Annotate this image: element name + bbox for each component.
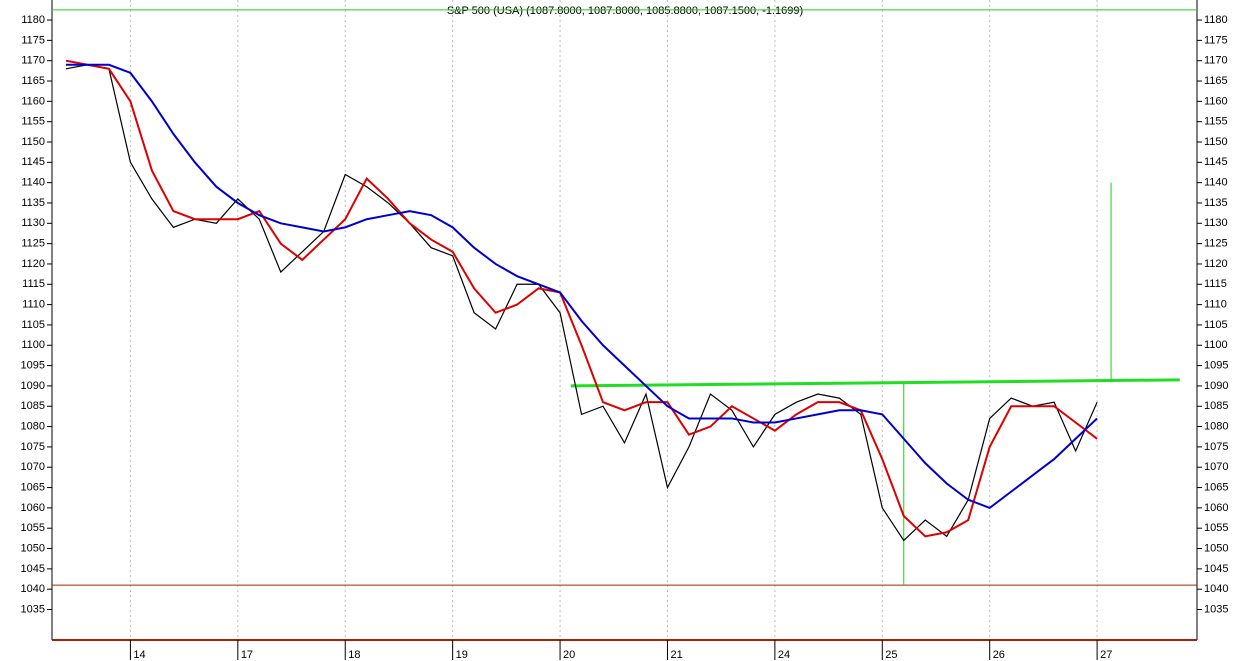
x-tick-label: 25: [885, 649, 897, 661]
y-tick-label: 1115: [22, 278, 45, 290]
y-tick-label: 1085: [21, 400, 45, 412]
x-tick-label: 14: [133, 649, 145, 661]
y-tick-label: 1120: [1204, 258, 1228, 270]
y-tick-label: 1075: [1204, 441, 1228, 453]
y-tick-label: 1110: [22, 299, 45, 311]
y-tick-label: 1065: [21, 481, 45, 493]
x-tick-label: 24: [778, 649, 790, 661]
y-tick-label: 1180: [1204, 14, 1228, 26]
y-tick-label: 1065: [1204, 481, 1228, 493]
y-tick-label: 1140: [1204, 177, 1228, 189]
y-tick-label: 1155: [21, 116, 45, 128]
y-tick-label: 1165: [21, 75, 45, 87]
y-tick-label: 1160: [1204, 95, 1228, 107]
y-tick-label: 1140: [21, 177, 45, 189]
y-tick-label: 1130: [1204, 217, 1228, 229]
y-tick-label: 1040: [21, 583, 45, 595]
y-tick-label: 1105: [1204, 319, 1228, 331]
y-tick-label: 1045: [21, 563, 45, 575]
series-line: [65, 63, 1098, 510]
y-tick-label: 1160: [21, 95, 45, 107]
y-tick-label: 1090: [1204, 380, 1228, 392]
y-tick-label: 1175: [1204, 34, 1228, 46]
series-line: [65, 59, 1098, 538]
y-tick-label: 1125: [1204, 238, 1228, 250]
y-tick-label: 1170: [21, 55, 45, 67]
x-tick-label: 27: [1100, 649, 1112, 661]
y-tick-label: 1135: [21, 197, 45, 209]
y-tick-label: 1055: [1204, 522, 1228, 534]
y-tick-label: 1050: [21, 542, 45, 554]
y-tick-label: 1130: [21, 217, 45, 229]
y-tick-label: 1100: [1204, 339, 1228, 351]
y-tick-label: 1085: [1204, 400, 1228, 412]
y-tick-label: 1040: [1204, 583, 1228, 595]
y-tick-label: 1035: [21, 603, 45, 615]
y-tick-label: 1060: [21, 502, 45, 514]
y-tick-label: 1125: [21, 238, 45, 250]
y-tick-label: 1100: [21, 339, 45, 351]
y-tick-label: 1170: [1204, 55, 1228, 67]
chart-title: S&P 500 (USA) (1087.8000, 1087.8000, 108…: [447, 5, 803, 17]
y-tick-label: 1165: [1204, 75, 1228, 87]
y-tick-label: 1155: [1204, 116, 1228, 128]
y-tick-label: 1180: [21, 14, 45, 26]
y-tick-label: 1150: [1204, 136, 1228, 148]
y-tick-label: 1075: [21, 441, 45, 453]
y-tick-label: 1055: [21, 522, 45, 534]
y-tick-label: 1115: [1204, 278, 1227, 290]
y-tick-label: 1095: [1204, 359, 1228, 371]
annotation-line: [570, 378, 1180, 388]
y-tick-label: 1090: [21, 380, 45, 392]
x-tick-label: 26: [993, 649, 1005, 661]
y-tick-label: 1070: [1204, 461, 1228, 473]
y-tick-label: 1105: [21, 319, 45, 331]
y-tick-label: 1095: [21, 359, 45, 371]
y-tick-label: 1050: [1204, 542, 1228, 554]
x-tick-label: 19: [456, 649, 468, 661]
y-tick-label: 1145: [21, 156, 45, 168]
x-tick-label: 21: [670, 649, 682, 661]
y-tick-label: 1110: [1204, 299, 1227, 311]
y-tick-label: 1070: [21, 461, 45, 473]
y-tick-label: 1150: [21, 136, 45, 148]
y-tick-label: 1080: [21, 420, 45, 432]
x-tick-label: 17: [241, 649, 253, 661]
y-tick-label: 1045: [1204, 563, 1228, 575]
x-tick-label: 20: [563, 649, 575, 661]
y-tick-label: 1060: [1204, 502, 1228, 514]
y-tick-label: 1120: [21, 258, 45, 270]
y-tick-label: 1175: [21, 34, 45, 46]
y-tick-label: 1135: [1204, 197, 1228, 209]
x-tick-label: 18: [348, 649, 360, 661]
y-tick-label: 1145: [1204, 156, 1228, 168]
y-tick-label: 1035: [1204, 603, 1228, 615]
series-line: [65, 64, 1098, 542]
y-tick-label: 1080: [1204, 420, 1228, 432]
